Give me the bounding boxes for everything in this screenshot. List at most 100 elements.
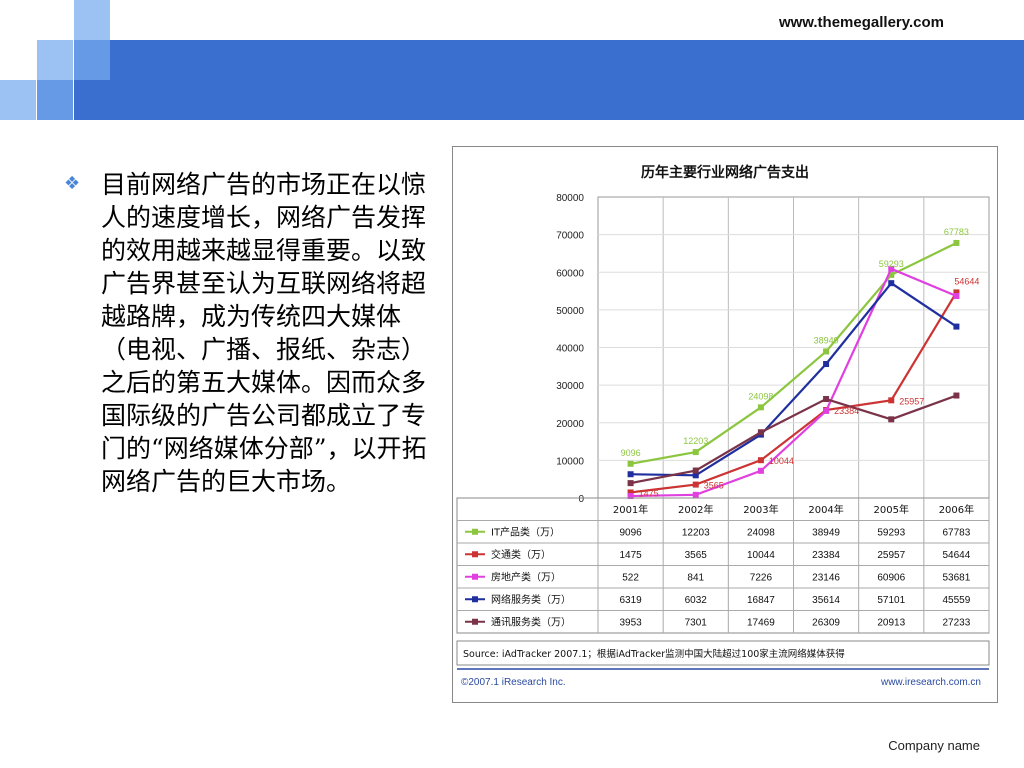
data-point [888, 265, 895, 272]
table-cell: 16847 [747, 595, 775, 606]
table-cell: 9096 [619, 528, 642, 539]
data-label: 10044 [769, 456, 794, 466]
table-cell: 20913 [877, 618, 905, 629]
data-point [823, 361, 830, 368]
legend-entry: 网络服务类（万） [491, 593, 571, 606]
series-line [630, 241, 957, 465]
table-cell: 1475 [619, 550, 642, 561]
y-tick-label: 50000 [556, 306, 584, 317]
table-cell: 6032 [685, 595, 708, 606]
table-cell: 17469 [747, 618, 775, 629]
data-point [627, 471, 634, 478]
series-line [630, 281, 958, 477]
data-label: 1475 [639, 488, 659, 498]
data-label: 59293 [879, 259, 904, 269]
chart-url: www.iresearch.com.cn [880, 677, 981, 688]
deco-square [74, 80, 110, 120]
data-point [823, 396, 830, 403]
website-url[interactable]: www.themegallery.com [778, 14, 944, 31]
table-cell: 67783 [943, 528, 971, 539]
data-point [757, 429, 764, 436]
data-point [953, 323, 960, 330]
x-tick-label: 2005年 [874, 503, 909, 516]
chart-copyright: ©2007.1 iResearch Inc. [461, 677, 566, 688]
chart-source: Source: iAdTracker 2007.1；根据iAdTracker监测… [463, 648, 845, 660]
data-point [692, 481, 699, 488]
y-tick-label: 30000 [556, 381, 584, 392]
chart-title: 历年主要行业网络广告支出 [641, 164, 809, 181]
data-point [757, 457, 764, 464]
data-point [888, 397, 895, 404]
table-cell: 12203 [682, 528, 710, 539]
table-cell: 24098 [747, 528, 775, 539]
y-tick-label: 80000 [556, 193, 584, 204]
table-cell: 27233 [943, 618, 971, 629]
table-cell: 522 [622, 573, 639, 584]
data-point [823, 407, 830, 414]
table-cell: 35614 [812, 595, 840, 606]
y-tick-label: 0 [578, 494, 584, 505]
legend-swatch-marker [472, 596, 478, 603]
y-tick-label: 70000 [556, 231, 584, 242]
y-tick-label: 10000 [556, 456, 584, 467]
data-label: 23384 [834, 406, 859, 416]
data-point [627, 480, 634, 487]
data-point [627, 489, 634, 496]
series-line [630, 291, 958, 494]
table-cell: 3565 [685, 550, 708, 561]
data-label: 24098 [748, 391, 773, 401]
series-line [630, 394, 957, 485]
data-point [757, 467, 764, 474]
data-point [627, 493, 634, 500]
table-cell: 38949 [812, 528, 840, 539]
y-tick-label: 40000 [556, 344, 584, 355]
table-cell: 23384 [812, 550, 840, 561]
body-paragraph: 目前网络广告的市场正在以惊人的速度增长，网络广告发挥的效用越来越显得重要。以致广… [101, 170, 427, 496]
data-label: 3565 [704, 481, 724, 491]
x-tick-label: 2001年 [613, 503, 648, 516]
legend-swatch-marker [472, 573, 478, 580]
data-point [953, 293, 960, 300]
data-label: 9096 [621, 448, 641, 458]
data-label: 12203 [683, 436, 708, 446]
diamond-bullet-icon: ❖ [64, 173, 81, 194]
legend-entry: 交通类（万） [491, 548, 551, 561]
data-label: 54644 [954, 276, 979, 286]
line-chart: 历年主要行业网络广告支出 0 10000 20000 30000 40000 50000 60… [456, 164, 990, 688]
table-cell: 57101 [877, 595, 905, 606]
y-tick-label: 20000 [556, 419, 584, 430]
data-point [953, 239, 960, 246]
table-cell: 26309 [812, 618, 840, 629]
deco-square [74, 40, 110, 80]
data-label: 38949 [814, 335, 839, 345]
data-point [888, 280, 895, 287]
x-tick-label: 2002年 [678, 503, 713, 516]
x-tick-label: 2004年 [808, 503, 843, 516]
x-tick-label: 2006年 [939, 503, 974, 516]
deco-square [0, 80, 36, 120]
y-tick-label: 60000 [556, 268, 584, 279]
legend-entry: 通讯服务类（万） [491, 616, 571, 629]
deco-square [37, 80, 73, 120]
legend-swatch-marker [472, 618, 478, 625]
deco-square [74, 0, 110, 40]
table-cell: 60906 [877, 573, 905, 584]
data-point [692, 472, 699, 479]
data-point [888, 416, 895, 423]
data-label: 67783 [944, 227, 969, 237]
data-point [757, 404, 764, 411]
data-point [953, 392, 960, 399]
table-cell: 54644 [943, 550, 971, 561]
legend-entry: 房地产类（万） [491, 571, 561, 584]
data-point [888, 271, 895, 278]
table-cell: 10044 [747, 550, 775, 561]
data-point [953, 289, 960, 296]
header-banner [110, 40, 1024, 120]
x-tick-label: 2003年 [743, 503, 778, 516]
data-point [692, 449, 699, 456]
table-cell: 23146 [812, 573, 840, 584]
data-label: 25957 [899, 396, 924, 406]
legend-swatch-marker [472, 528, 478, 535]
table-cell: 841 [687, 573, 704, 584]
table-cell: 3953 [619, 618, 642, 629]
